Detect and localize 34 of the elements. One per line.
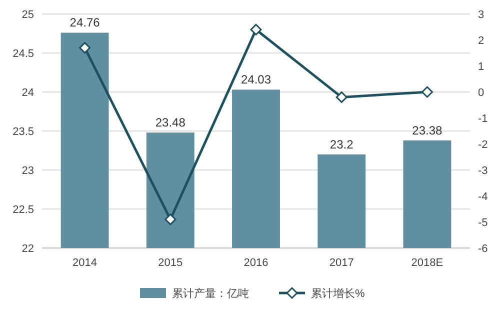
y-tick-label: 25 bbox=[22, 9, 34, 21]
legend-label: 累计增长% bbox=[311, 287, 365, 300]
y2-tick-label: -4 bbox=[478, 191, 488, 203]
y-tick-label: 23.5 bbox=[12, 126, 34, 138]
y2-tick-label: 3 bbox=[478, 9, 484, 21]
y-tick-label: 22.5 bbox=[12, 204, 34, 216]
point bbox=[421, 86, 433, 98]
y2-tick-label: -1 bbox=[478, 113, 488, 125]
data-label: 23.48 bbox=[155, 116, 186, 130]
point bbox=[336, 91, 348, 103]
point bbox=[250, 24, 262, 36]
y2-tick-label: -3 bbox=[478, 165, 488, 177]
x-tick-label: 2017 bbox=[329, 257, 354, 269]
y-tick-label: 24 bbox=[22, 87, 34, 99]
x-tick-label: 2014 bbox=[72, 257, 98, 269]
y2-tick-label: -5 bbox=[478, 217, 488, 229]
point bbox=[79, 42, 91, 54]
y2-tick-label: 0 bbox=[478, 87, 484, 99]
y2-tick-label: -6 bbox=[478, 243, 488, 255]
data-label: 24.76 bbox=[70, 16, 100, 30]
point bbox=[164, 214, 176, 226]
y-tick-label: 22 bbox=[22, 243, 34, 255]
x-tick-label: 2018E bbox=[411, 257, 444, 269]
legend-label: 累计产量：亿吨 bbox=[172, 287, 249, 300]
y-tick-label: 24.5 bbox=[12, 48, 34, 60]
y2-tick-label: 2 bbox=[478, 35, 484, 47]
y-tick-label: 23 bbox=[22, 165, 34, 177]
y2-tick-label: -2 bbox=[478, 139, 488, 151]
x-tick-label: 2016 bbox=[244, 257, 268, 269]
data-label: 24.03 bbox=[240, 72, 272, 87]
x-tick-label: 2015 bbox=[158, 257, 183, 269]
data-label: 23.2 bbox=[330, 137, 354, 152]
data-label: 23.38 bbox=[412, 123, 443, 138]
y2-tick-label: 1 bbox=[478, 61, 484, 73]
